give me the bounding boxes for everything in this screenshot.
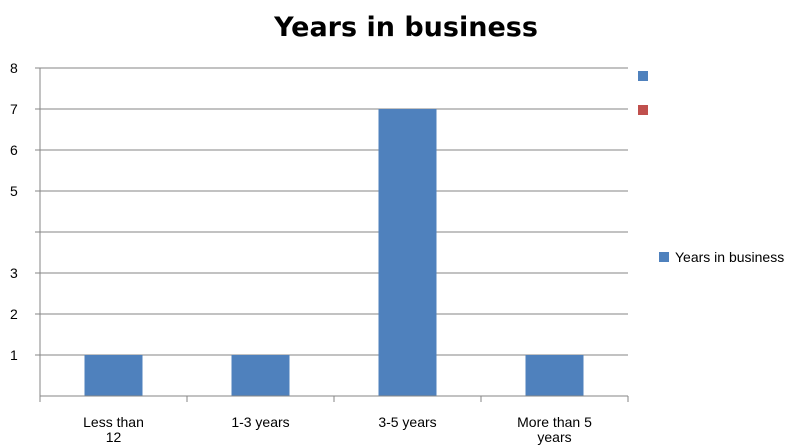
legend-marker xyxy=(638,105,648,115)
y-tick-labels: 1 2 3 5 6 7 8 xyxy=(10,60,18,363)
x-category-label: Less than xyxy=(83,414,144,430)
y-tick-label: 1 xyxy=(10,347,18,363)
bar xyxy=(84,355,143,396)
gridlines xyxy=(40,67,628,356)
legend-marker xyxy=(638,71,648,81)
bar xyxy=(525,355,584,396)
bar xyxy=(231,355,290,396)
y-tick-label: 2 xyxy=(10,306,18,322)
axes xyxy=(35,67,629,402)
x-category-label: More than 5 xyxy=(517,414,592,430)
chart-title: Years in business xyxy=(273,12,538,43)
legend-label: Years in business xyxy=(675,249,784,265)
x-category-label: 12 xyxy=(106,429,122,445)
legend-swatch xyxy=(659,252,669,262)
y-tick-label: 7 xyxy=(10,101,18,117)
x-category-label: 1-3 years xyxy=(231,414,289,430)
y-tick-label: 6 xyxy=(10,142,18,158)
y-tick-label: 3 xyxy=(10,265,18,281)
y-tick-label: 5 xyxy=(10,183,18,199)
y-tick-label: 8 xyxy=(10,60,18,76)
x-category-label: 3-5 years xyxy=(378,414,436,430)
bars xyxy=(84,109,584,396)
bar xyxy=(378,109,437,396)
x-category-label: years xyxy=(537,429,571,445)
legend: Years in business xyxy=(638,71,784,265)
